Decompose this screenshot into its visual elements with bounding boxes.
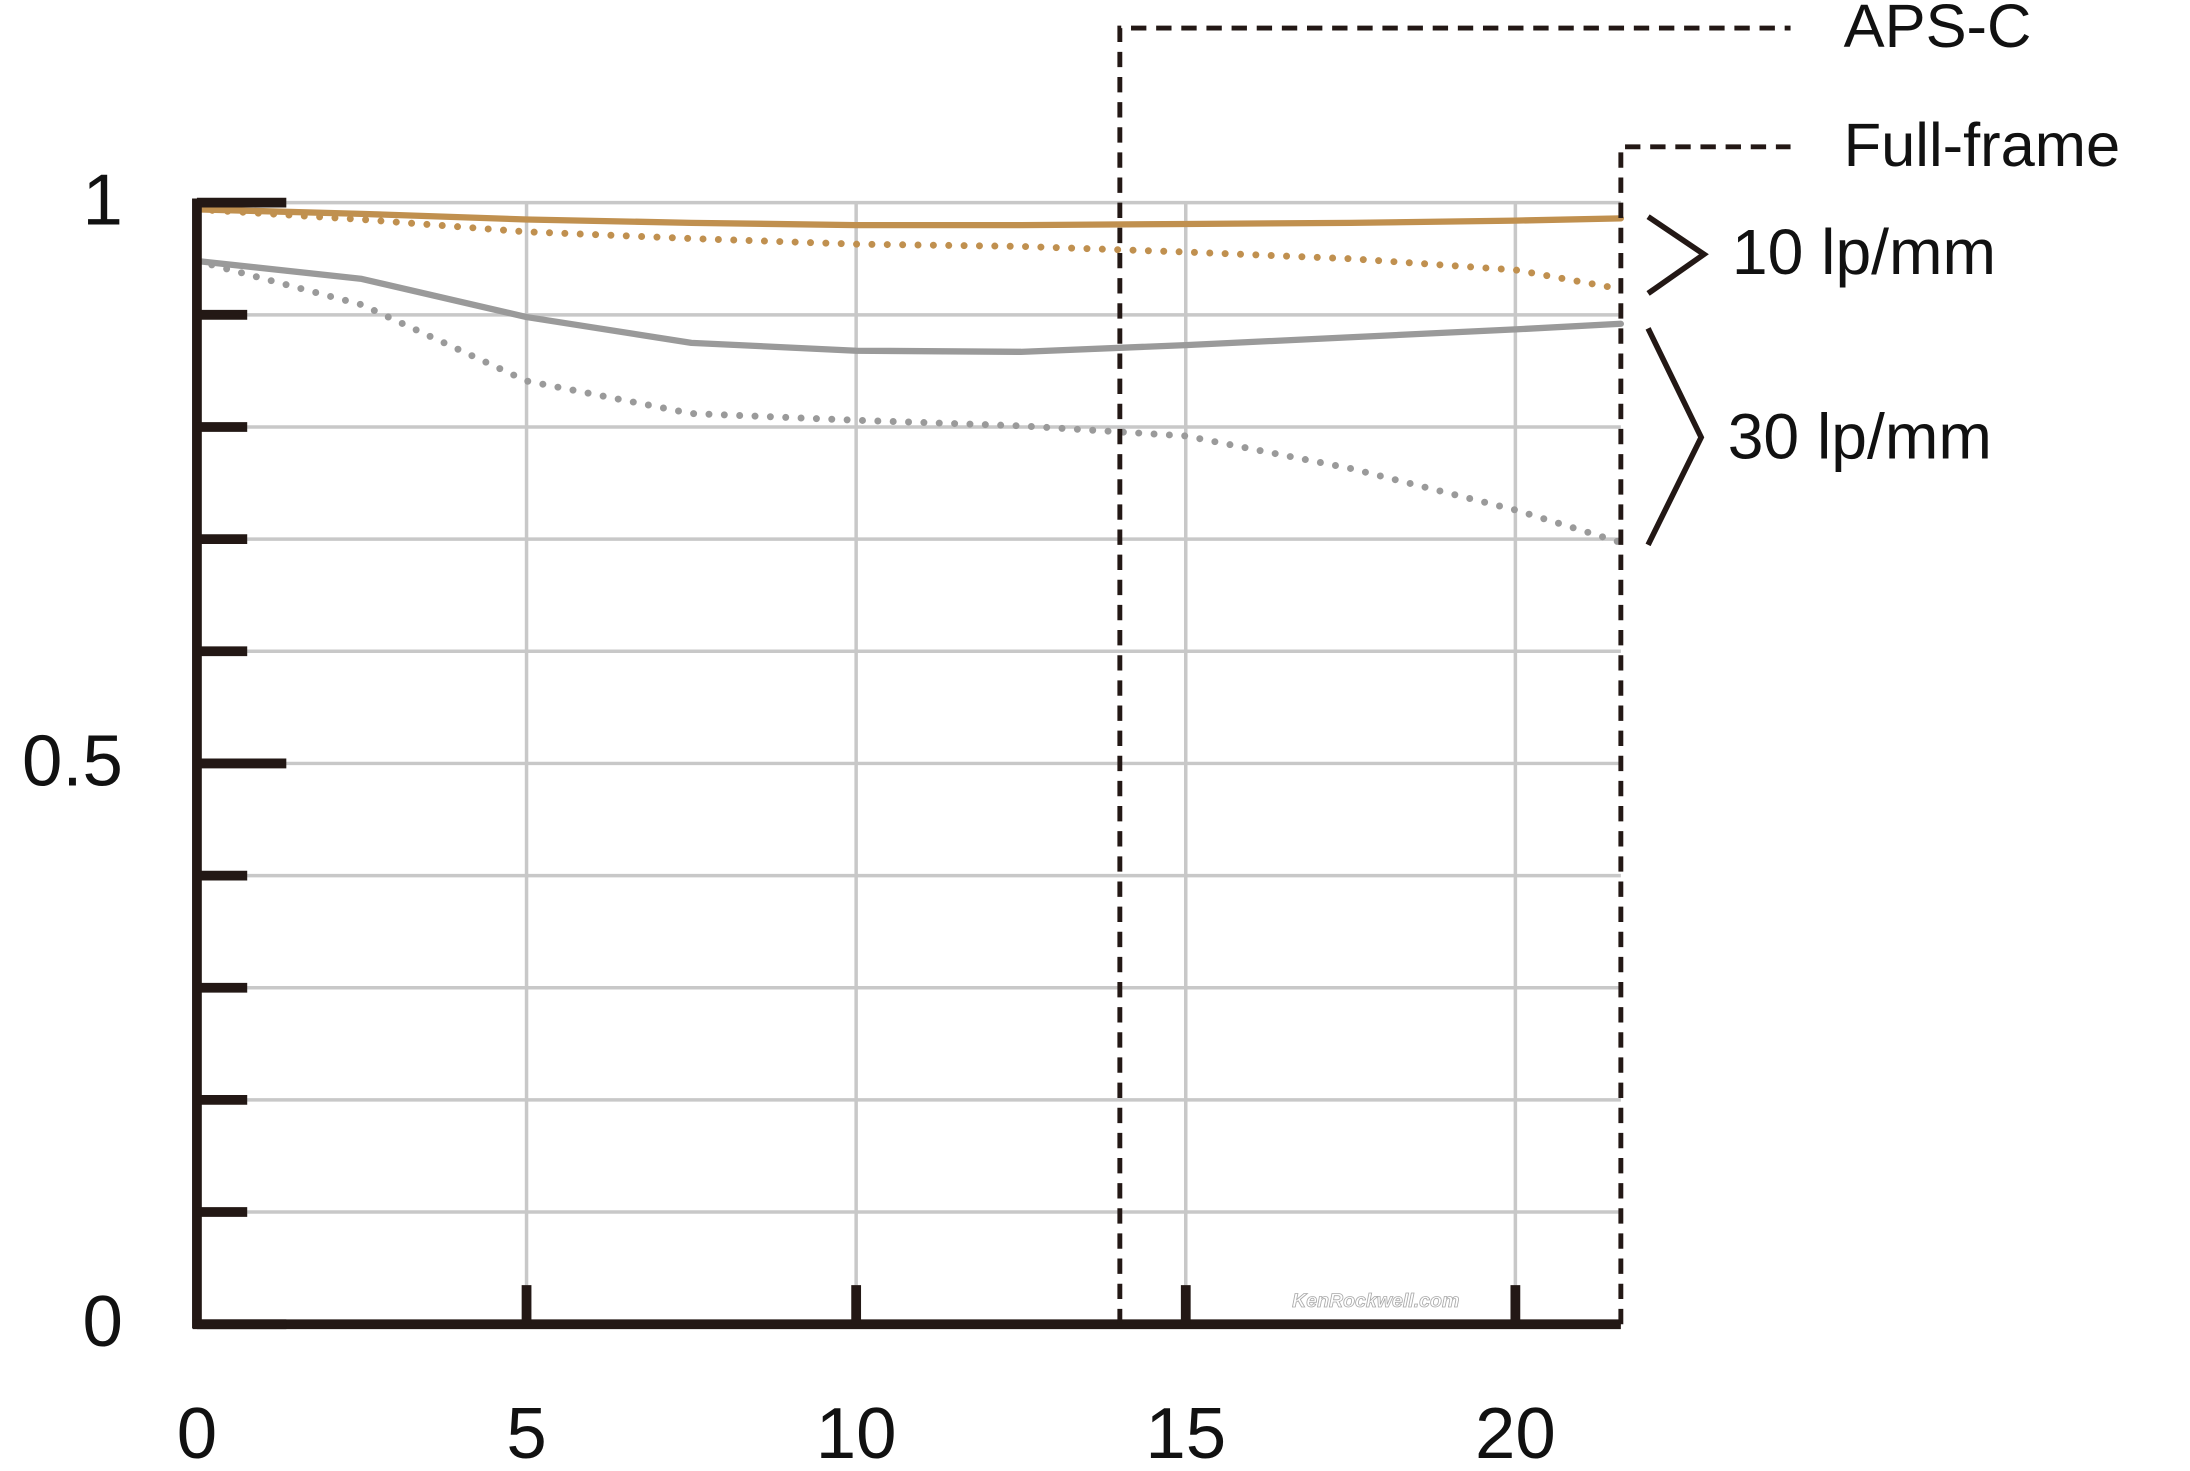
y-tick-label: 0.5 bbox=[22, 720, 123, 801]
y-tick-label: 0 bbox=[83, 1281, 123, 1362]
x-tick-label: 15 bbox=[1145, 1393, 1226, 1471]
frame-marker bbox=[1117, 25, 1791, 1325]
x-tick-label: 20 bbox=[1475, 1393, 1556, 1471]
series-line bbox=[193, 257, 1625, 546]
marker-label: Full-frame bbox=[1844, 111, 2121, 180]
watermark: KenRockwell.com bbox=[1292, 1290, 1459, 1312]
series-line bbox=[193, 205, 1625, 293]
bracket-label: 30 lp/mm bbox=[1728, 400, 1992, 472]
series-line bbox=[193, 206, 1624, 229]
bracket-label: 10 lp/mm bbox=[1732, 216, 1996, 288]
y-tick-label: 1 bbox=[83, 160, 123, 241]
frame-marker bbox=[1618, 144, 1791, 1325]
x-tick-label: 0 bbox=[177, 1393, 217, 1471]
series-line bbox=[193, 257, 1624, 355]
x-tick-label: 10 bbox=[816, 1393, 897, 1471]
marker-label: APS-C bbox=[1844, 0, 2032, 61]
bracket bbox=[1645, 327, 1705, 547]
bracket bbox=[1646, 214, 1709, 296]
x-tick-label: 5 bbox=[506, 1393, 546, 1471]
